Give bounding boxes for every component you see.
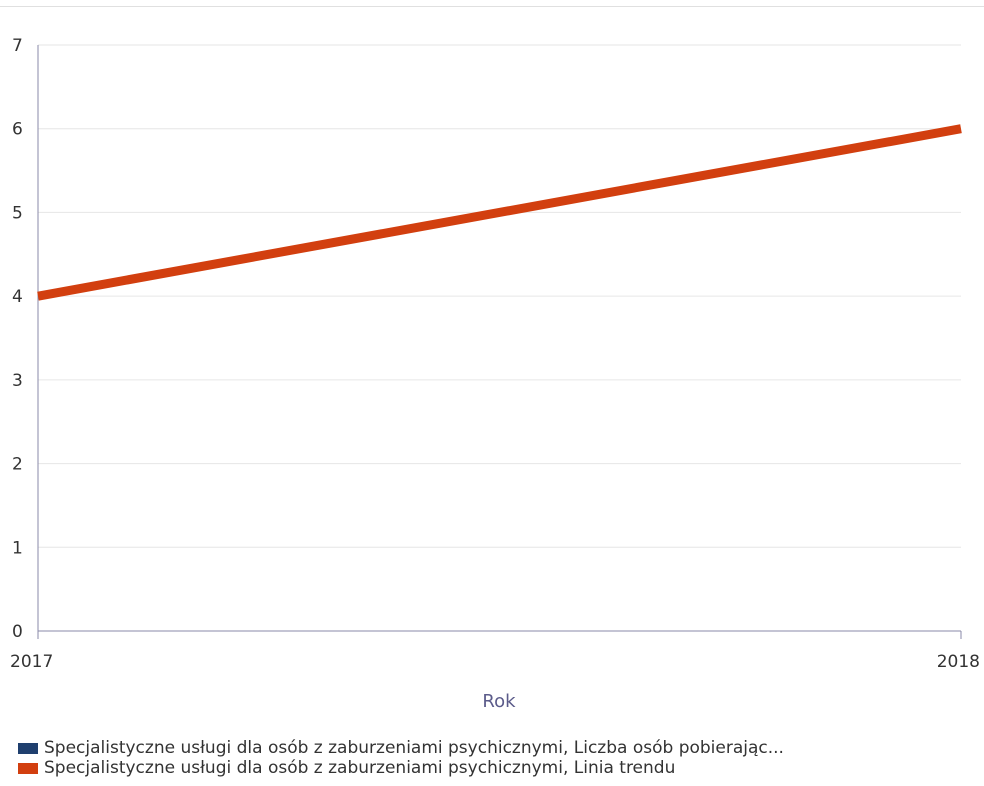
y-tick-label-7: 7 bbox=[12, 36, 23, 56]
y-tick-label-2: 2 bbox=[12, 455, 23, 475]
gridlines bbox=[38, 44, 961, 548]
legend: Specjalistyczne usługi dla osób z zaburz… bbox=[18, 738, 978, 778]
y-tick-label-4: 4 bbox=[12, 287, 23, 307]
legend-item-series-1[interactable]: Specjalistyczne usługi dla osób z zaburz… bbox=[18, 738, 978, 758]
legend-swatch-series-2 bbox=[18, 762, 38, 774]
axes bbox=[37, 45, 962, 639]
legend-item-series-2[interactable]: Specjalistyczne usługi dla osób z zaburz… bbox=[18, 758, 978, 778]
x-axis-title: Rok bbox=[482, 691, 516, 712]
top-border bbox=[0, 6, 984, 7]
line-chart: 0 1 2 3 4 5 6 7 2017 2018 Rok bbox=[10, 36, 980, 712]
y-tick-label-0: 0 bbox=[12, 622, 23, 642]
series-lines bbox=[37, 124, 962, 301]
legend-label-series-2: Specjalistyczne usługi dla osób z zaburz… bbox=[44, 758, 676, 778]
x-tick-label-2018: 2018 bbox=[937, 652, 980, 672]
y-tick-label-5: 5 bbox=[12, 203, 23, 223]
legend-label-series-1: Specjalistyczne usługi dla osób z zaburz… bbox=[44, 738, 784, 758]
y-tick-label-1: 1 bbox=[12, 538, 23, 558]
y-tick-label-6: 6 bbox=[12, 120, 23, 140]
legend-swatch-series-1 bbox=[18, 742, 38, 754]
y-axis-ticks: 0 1 2 3 4 5 6 7 bbox=[12, 36, 23, 642]
x-axis-ticks: 2017 2018 bbox=[10, 652, 980, 672]
series-line-2[interactable] bbox=[37, 124, 962, 301]
y-tick-label-3: 3 bbox=[12, 371, 23, 391]
x-tick-label-2017: 2017 bbox=[10, 652, 53, 672]
